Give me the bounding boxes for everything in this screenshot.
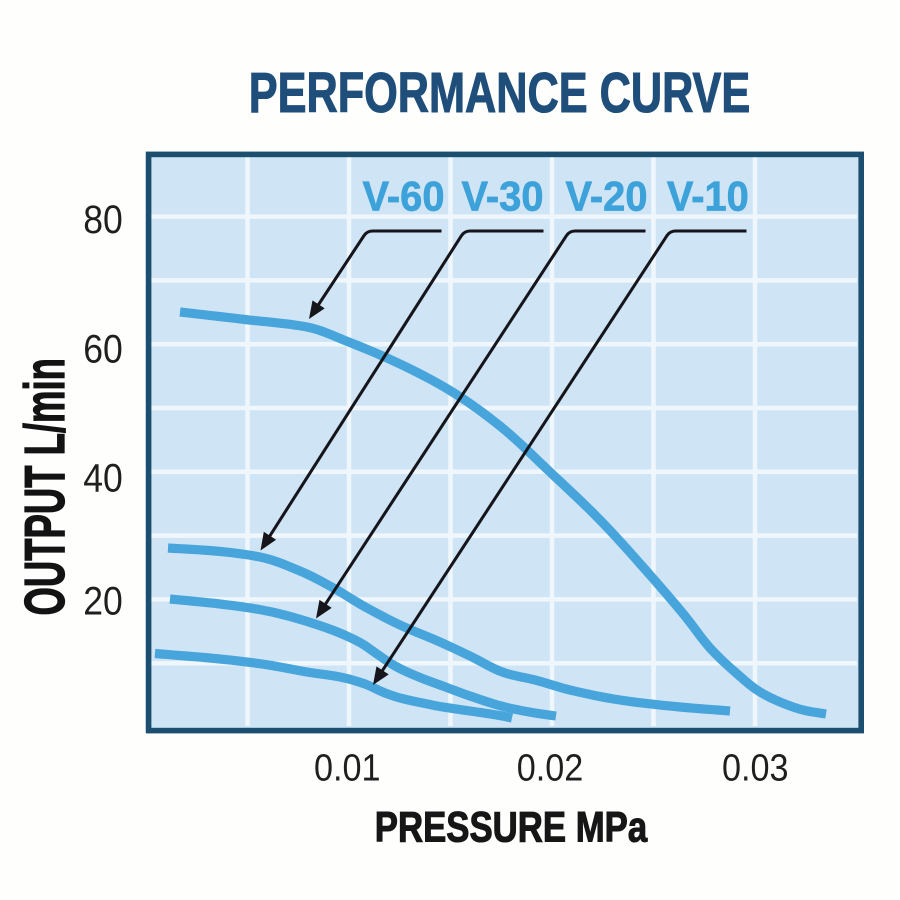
svg-text:V-60: V-60 xyxy=(363,173,445,220)
svg-text:OUTPUT L/min: OUTPUT L/min xyxy=(14,358,77,615)
svg-text:80: 80 xyxy=(83,197,123,241)
svg-text:V-10: V-10 xyxy=(667,173,749,220)
svg-text:V-30: V-30 xyxy=(462,173,544,220)
svg-text:PERFORMANCE CURVE: PERFORMANCE CURVE xyxy=(249,60,750,124)
svg-text:0.01: 0.01 xyxy=(314,746,381,789)
svg-text:20: 20 xyxy=(83,579,123,623)
svg-text:40: 40 xyxy=(83,456,123,500)
svg-text:60: 60 xyxy=(83,327,123,371)
svg-text:0.02: 0.02 xyxy=(517,746,584,789)
svg-text:V-20: V-20 xyxy=(566,173,648,220)
svg-text:0.03: 0.03 xyxy=(722,746,789,789)
svg-text:PRESSURE MPa: PRESSURE MPa xyxy=(375,805,648,852)
